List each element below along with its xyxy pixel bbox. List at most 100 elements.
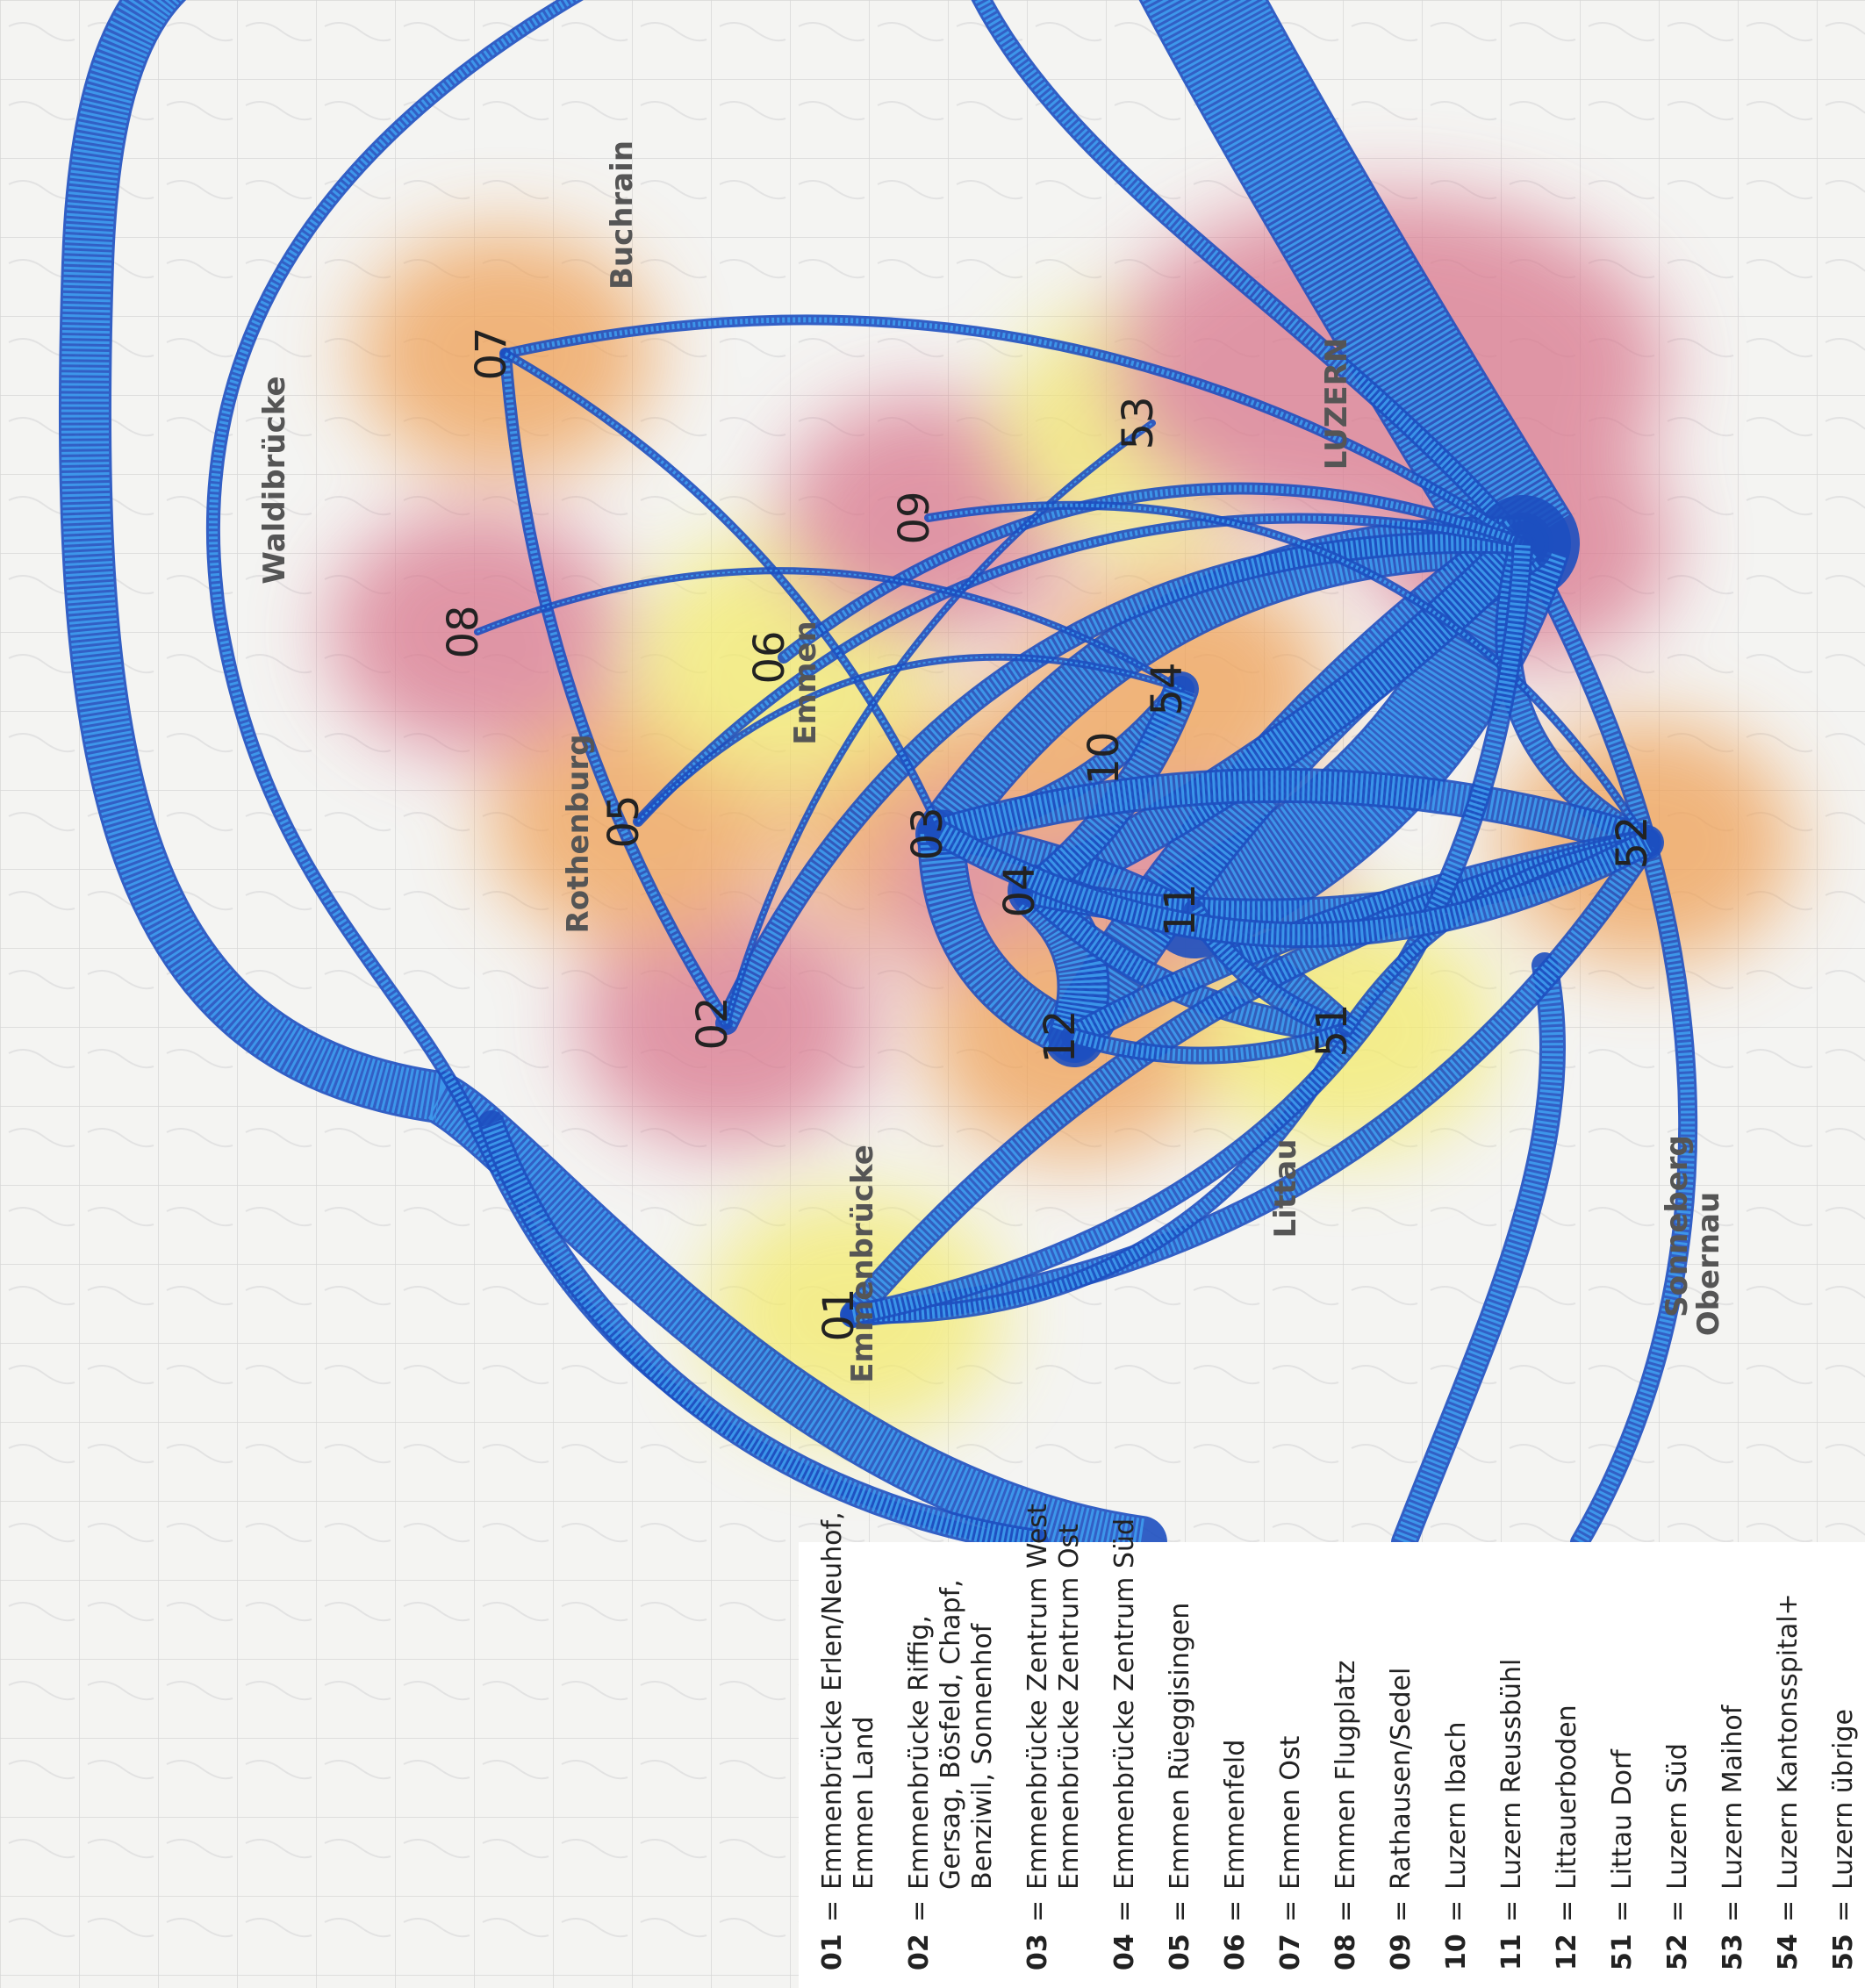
legend-name: Emmenbrücke Zentrum Süd: [1109, 1518, 1140, 1890]
legend-key: 07: [1275, 1934, 1306, 1970]
legend-name: Emmenbrücke Riffig,: [904, 1615, 935, 1890]
legend-name: Rathausen/Sedel: [1386, 1668, 1417, 1890]
legend-separator: =: [1331, 1900, 1361, 1922]
legend-key: 04: [1109, 1934, 1140, 1970]
legend-key: 12: [1552, 1934, 1582, 1970]
legend-key: 53: [1718, 1934, 1748, 1970]
legend-name: Emmen Land: [849, 1716, 879, 1890]
legend-name: Emmen Flugplatz: [1331, 1661, 1361, 1890]
flow-line-hatch: [635, 515, 1524, 824]
legend-name: Emmenbrücke Zentrum West: [1022, 1504, 1053, 1890]
legend-separator: =: [1718, 1900, 1748, 1922]
legend-separator: =: [1022, 1900, 1053, 1922]
legend-name: Littauerboden: [1552, 1705, 1582, 1890]
place-name: Buchrain: [605, 140, 640, 290]
flow-line: [499, 348, 733, 1030]
legend-key: 10: [1441, 1934, 1472, 1970]
legend-separator: =: [1828, 1900, 1859, 1922]
legend-separator: =: [1552, 1900, 1582, 1922]
flow-line-hatch: [936, 824, 1652, 945]
place-name: Rothenburg: [561, 735, 596, 934]
zone-number: 06: [745, 630, 794, 684]
legend-name: Luzern Kantonsspital+: [1773, 1593, 1804, 1890]
zone-number: 54: [1143, 662, 1192, 715]
zone-number: 04: [995, 864, 1044, 917]
legend-separator: =: [904, 1900, 935, 1922]
legend-panel: [799, 1542, 1865, 1988]
legend-key: 01: [817, 1934, 848, 1970]
legend-name: Emmenfeld: [1220, 1740, 1251, 1890]
legend-key: 02: [904, 1934, 935, 1970]
legend-separator: =: [1165, 1900, 1195, 1922]
zone-number: 01: [814, 1288, 864, 1341]
place-name: Emmenbrücke: [845, 1145, 880, 1383]
legend-separator: =: [1496, 1900, 1527, 1922]
legend-key: 54: [1773, 1934, 1804, 1970]
flow-line-hatch: [781, 484, 1524, 661]
legend-key: 09: [1386, 1934, 1417, 1970]
flow-line-hatch: [505, 317, 1524, 546]
legend-key: 06: [1220, 1934, 1251, 1970]
zone-number: 08: [439, 605, 488, 658]
zone-number: 07: [467, 327, 516, 380]
legend-name: Luzern Süd: [1662, 1743, 1693, 1890]
legend-key: 03: [1022, 1934, 1053, 1970]
place-name: Littau: [1268, 1139, 1303, 1238]
flow-line-hatch: [477, 570, 1182, 690]
flow-line-hatch: [1072, 1024, 1349, 1062]
flow-line-hatch: [920, 833, 1084, 1057]
legend-name: Emmenbrücke Zentrum Ost: [1054, 1524, 1085, 1890]
legend-separator: =: [1662, 1900, 1693, 1922]
legend-separator: =: [1773, 1900, 1804, 1922]
legend-name: Emmenbrücke Erlen/Neuhof,: [817, 1511, 848, 1890]
zone-number: 52: [1608, 815, 1657, 869]
zone-number: 05: [599, 794, 649, 848]
legend-separator: =: [817, 1900, 848, 1922]
legend-key: 11: [1496, 1934, 1527, 1970]
place-name: Waldibrücke: [257, 376, 292, 584]
flow-line-hatch: [481, 1120, 1037, 1553]
legend-key: 52: [1662, 1934, 1693, 1970]
zone-number: 11: [1156, 883, 1205, 937]
flow-line-hatch: [844, 832, 1649, 1322]
flow-line-hatch: [1025, 529, 1537, 908]
flow-line-hatch: [1174, 528, 1567, 952]
legend-separator: =: [1275, 1900, 1306, 1922]
legend-name: Luzern Ibach: [1441, 1721, 1472, 1890]
zone-number: 51: [1308, 1003, 1357, 1057]
legend-separator: =: [1441, 1900, 1472, 1922]
flow-line-hatch: [1394, 963, 1564, 1547]
flow-line-hatch: [852, 837, 1655, 1324]
legend-separator: =: [1386, 1900, 1417, 1922]
legend-name: Emmen Ost: [1275, 1735, 1306, 1890]
legend-separator: =: [1220, 1900, 1251, 1922]
flow-line-hatch: [505, 352, 943, 835]
flow-line-hatch: [637, 656, 1182, 822]
flow-line-hatch: [726, 422, 1153, 1024]
legend-name: Emmen Rüeggisingen: [1165, 1603, 1195, 1890]
zone-number: 03: [903, 807, 952, 860]
legend-name: Luzern übrige: [1828, 1709, 1859, 1890]
legend-key: 51: [1607, 1934, 1638, 1970]
legend-separator: =: [1607, 1900, 1638, 1922]
flow-line-hatch: [1516, 540, 1696, 1547]
place-name: Obernau: [1691, 1192, 1726, 1336]
map-labels: 01 02 03 04 05 06 07 08 09 10 11 12 51 52 53 54 Emmenbrü…: [257, 140, 1726, 1383]
zone-number: 02: [688, 996, 737, 1050]
flow-line-hatch: [1142, 0, 1569, 572]
legend-name: Luzern Reussbühl: [1496, 1659, 1527, 1890]
legend-key: 08: [1331, 1934, 1361, 1970]
zone-number: 09: [890, 491, 939, 544]
legend: 01 = Emmenbrücke Erlen/Neuhof, Emmen Land 02…: [817, 1504, 1859, 1970]
place-name: Sonneberg: [1660, 1135, 1695, 1317]
place-name: LUZERN: [1319, 338, 1354, 470]
legend-name: Benziwil, Sonnenhof: [967, 1622, 998, 1890]
zone-number: 53: [1114, 396, 1163, 449]
zone-number: 12: [1036, 1009, 1085, 1063]
flow-lines: [58, 0, 1698, 1568]
zone-number: 10: [1080, 731, 1129, 785]
legend-name: Littau Dorf: [1607, 1748, 1638, 1890]
legend-key: 55: [1828, 1934, 1859, 1970]
flow-line: [924, 767, 1664, 860]
